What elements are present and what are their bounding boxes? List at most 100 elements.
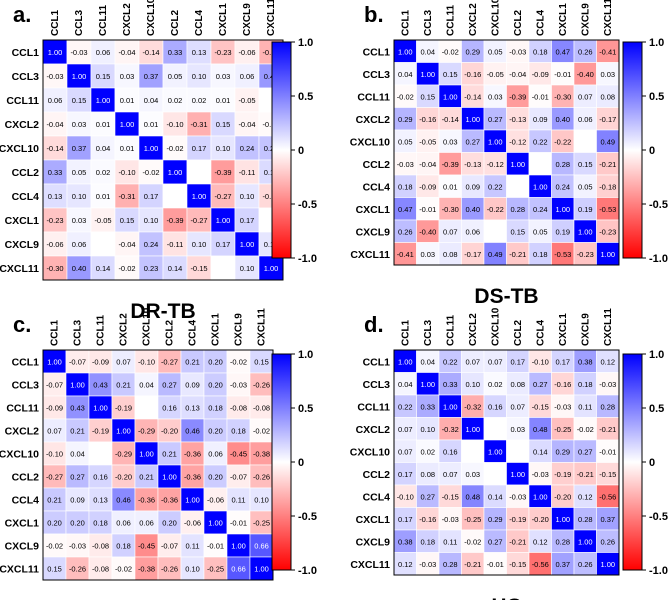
column-label: CXCL10 (146, 0, 157, 36)
column-label: CCL11 (445, 4, 456, 36)
heatmap-cell (210, 63, 236, 89)
cell-value: 0.02 (488, 380, 503, 389)
row-label: CCL11 (357, 91, 390, 103)
cell-value: 0.37 (555, 560, 570, 569)
cell-value: 0.24 (240, 144, 255, 153)
cell-value: 0.15 (578, 160, 593, 169)
cell-value: 0.43 (70, 404, 85, 413)
cell-value: -0.31 (190, 120, 207, 129)
row-label: CCL11 (357, 401, 390, 413)
colorbar-tick-label: 0.5 (649, 403, 664, 415)
cell-value: 0.03 (72, 216, 87, 225)
column-label: CXCL2 (122, 3, 133, 36)
cell-value: -0.39 (214, 168, 231, 177)
cell-value: 0.27 (488, 115, 503, 124)
row-label: CCL1 (12, 357, 40, 369)
cell-value: -0.21 (577, 470, 594, 479)
cell-value: 0.11 (185, 542, 199, 551)
cell-value: 0.21 (70, 427, 85, 436)
cell-value: 0.01 (216, 96, 231, 105)
colorbar (622, 353, 643, 571)
cell-value: 0.10 (144, 216, 159, 225)
heatmap-cell (210, 135, 236, 161)
colorbar (271, 41, 292, 259)
cell-value: 0.07 (465, 357, 480, 366)
cell-value: 1.00 (578, 537, 593, 546)
cell-value: -0.03 (230, 381, 247, 390)
cell-value: 0.48 (533, 425, 548, 434)
row-label: CCL2 (12, 167, 40, 179)
cell-value: 0.18 (533, 250, 548, 259)
heatmap-cell (90, 183, 116, 209)
cell-value: 1.00 (600, 250, 615, 259)
cell-value: 0.33 (168, 48, 183, 57)
row-label: CCL2 (12, 472, 40, 484)
cell-value: 1.00 (443, 92, 458, 101)
cell-value: 1.00 (443, 402, 458, 411)
panel-label: d. (364, 312, 384, 337)
cell-value: -0.22 (554, 137, 571, 146)
heatmap-cell (234, 63, 260, 89)
row-label: CXCL2 (5, 119, 40, 131)
cell-value: -0.53 (554, 250, 571, 259)
cell-value: -0.01 (419, 205, 436, 214)
cell-value: 0.06 (48, 96, 63, 105)
row-label: CCL2 (363, 469, 391, 481)
cell-value: 0.07 (488, 357, 503, 366)
heatmap-cell (573, 129, 597, 153)
heatmap-cell (42, 87, 68, 113)
column-label: CCL4 (194, 9, 205, 36)
column-label: CCL4 (188, 319, 199, 346)
row-label: CXCL2 (5, 426, 40, 438)
cell-value: 1.00 (231, 542, 246, 551)
cell-value: 0.18 (398, 182, 413, 191)
colorbar-tick-label: 0 (649, 145, 655, 157)
cell-value: 0.10 (240, 264, 255, 273)
cell-value: 1.00 (555, 515, 570, 524)
cell-value: 0.27 (162, 381, 177, 390)
cell-value: -0.25 (207, 565, 224, 574)
cell-value: -0.05 (487, 70, 504, 79)
cell-value: 0.08 (443, 250, 458, 259)
cell-value: 0.12 (398, 560, 413, 569)
cell-value: 0.03 (488, 92, 503, 101)
cell-value: 0.20 (208, 427, 223, 436)
cell-value: -0.03 (442, 515, 459, 524)
cell-value: 0.15 (72, 96, 87, 105)
cell-value: -0.04 (118, 48, 135, 57)
heatmap-cell (114, 159, 140, 185)
cell-value: 0.03 (120, 72, 135, 81)
row-label: CXCL10 (350, 136, 390, 148)
cell-value: 0.15 (47, 565, 62, 574)
cell-value: -0.56 (532, 560, 549, 569)
heatmap-panel-ds-tb: b. CCL1 CCL3 CCL11 CXCL2 CXCL10 CCL2 CCL4 CXCL1 C… (350, 0, 668, 308)
cell-value: -0.18 (599, 182, 616, 191)
cell-value: 0.13 (48, 192, 63, 201)
cell-value: 0.15 (96, 72, 111, 81)
colorbar-tick-label: 1.0 (649, 349, 664, 361)
cell-value: -0.01 (207, 542, 224, 551)
cell-value: 0.26 (578, 47, 593, 56)
cell-value: 0.05 (72, 168, 87, 177)
cell-value: -0.05 (238, 96, 255, 105)
cell-value: -0.04 (419, 160, 436, 169)
cell-value: -0.30 (554, 92, 571, 101)
cell-value: 0.14 (96, 264, 111, 273)
cell-value: -0.10 (118, 168, 135, 177)
cell-value: 0.40 (264, 72, 279, 81)
cell-value: 0.28 (443, 560, 458, 569)
cell-value: -0.41 (599, 47, 616, 56)
cell-value: -0.03 (419, 560, 436, 569)
cell-value: -0.02 (115, 565, 132, 574)
cell-value: 0.16 (93, 473, 108, 482)
cell-value: 0.46 (185, 427, 200, 436)
cell-value: 0.11 (231, 496, 245, 505)
cell-value: -0.14 (46, 144, 63, 153)
heatmap-cell (90, 207, 116, 233)
cell-value: 1.00 (420, 380, 435, 389)
colorbar-tick-label: -1.0 (649, 253, 668, 265)
heatmap-cell (483, 219, 507, 243)
cell-value: -0.23 (46, 216, 63, 225)
cell-value: -0.15 (262, 192, 279, 201)
cell-value: 1.00 (533, 492, 548, 501)
